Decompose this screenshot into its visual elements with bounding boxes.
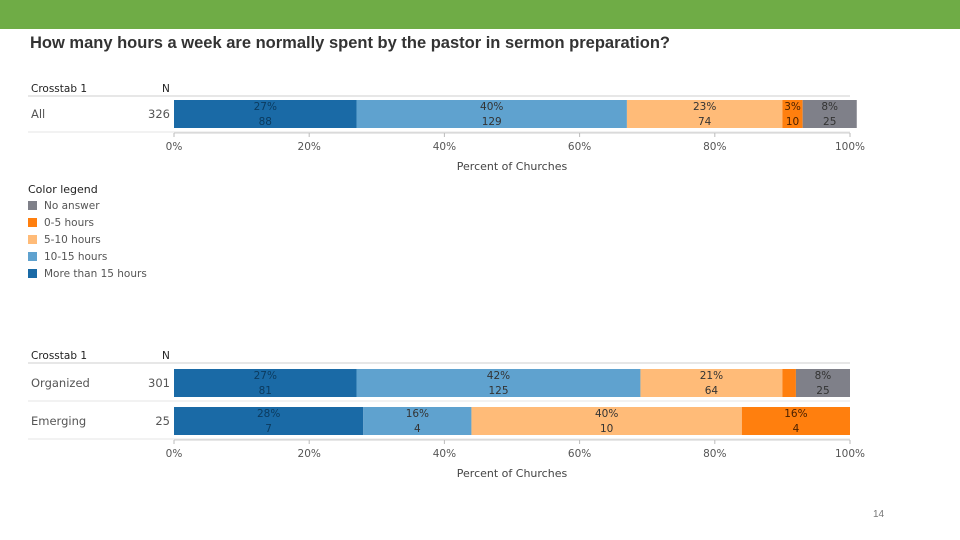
legend-swatch — [28, 235, 37, 244]
bar-segment-no-answer[interactable] — [802, 100, 857, 128]
segment-percent-label: 16% — [406, 408, 429, 420]
segment-percent-label: 16% — [784, 408, 807, 420]
row-label: Emerging — [31, 414, 86, 428]
bar-segment-more-than-15-hours[interactable] — [174, 407, 364, 435]
x-axis-title: Percent of Churches — [457, 160, 568, 173]
segment-percent-label: 23% — [693, 101, 716, 113]
segment-percent-label: 28% — [257, 408, 280, 420]
row-label: All — [31, 107, 45, 121]
segment-percent-label: 42% — [487, 370, 510, 382]
bar-segment-0-5-hours[interactable] — [741, 407, 850, 435]
row-n: 25 — [155, 414, 170, 428]
n-header: N — [162, 350, 170, 362]
x-tick-label: 0% — [166, 141, 183, 153]
legend-item-0-5-hours[interactable]: 0-5 hours — [28, 215, 147, 232]
segment-count-label: 64 — [705, 385, 719, 397]
segment-count-label: 125 — [488, 385, 508, 397]
bar-segment-more-than-15-hours[interactable] — [174, 100, 357, 128]
bar-segment-5-10-hours[interactable] — [471, 407, 742, 435]
segment-percent-label: 8% — [815, 370, 832, 382]
legend-swatch — [28, 269, 37, 278]
segment-count-label: 4 — [793, 423, 800, 435]
x-tick-label: 80% — [703, 141, 726, 153]
x-tick-label: 100% — [835, 141, 865, 153]
legend-label: No answer — [44, 200, 100, 212]
top-accent-bar — [0, 0, 960, 29]
color-legend: Color legend No answer 0-5 hours 5-10 ho… — [28, 183, 147, 283]
bar-segment-5-10-hours[interactable] — [640, 369, 783, 397]
segment-percent-label: 8% — [821, 101, 838, 113]
bar-segment-0-5-hours[interactable] — [782, 369, 796, 397]
bar-segment-10-15-hours[interactable] — [363, 407, 472, 435]
segment-percent-label: 27% — [254, 101, 277, 113]
bar-segment-more-than-15-hours[interactable] — [174, 369, 357, 397]
n-header: N — [162, 83, 170, 95]
legend-item-no-answer[interactable]: No answer — [28, 198, 147, 215]
segment-percent-label: 27% — [254, 370, 277, 382]
row-label: Organized — [31, 376, 90, 390]
segment-count-label: 4 — [414, 423, 421, 435]
x-tick-label: 40% — [433, 448, 456, 460]
segment-percent-label: 3% — [784, 101, 801, 113]
segment-count-label: 129 — [482, 116, 502, 128]
x-tick-label: 80% — [703, 448, 726, 460]
bar-segment-10-15-hours[interactable] — [356, 369, 641, 397]
row-header: Crosstab 1 — [31, 350, 87, 362]
segment-count-label: 74 — [698, 116, 712, 128]
legend-swatch — [28, 252, 37, 261]
x-tick-label: 20% — [298, 141, 321, 153]
x-tick-label: 60% — [568, 141, 591, 153]
x-tick-label: 60% — [568, 448, 591, 460]
bar-segment-no-answer[interactable] — [795, 369, 850, 397]
segment-count-label: 81 — [259, 385, 272, 397]
segment-count-label: 7 — [265, 423, 272, 435]
segment-count-label: 25 — [816, 385, 829, 397]
x-tick-label: 40% — [433, 141, 456, 153]
legend-swatch — [28, 218, 37, 227]
page-number: 14 — [873, 509, 885, 520]
crosstab-chart-1 — [28, 95, 857, 137]
legend-item-more-than-15-hours[interactable]: More than 15 hours — [28, 266, 147, 283]
x-axis-title: Percent of Churches — [457, 467, 568, 480]
x-tick-label: 100% — [835, 448, 865, 460]
segment-count-label: 10 — [786, 116, 799, 128]
segment-count-label: 10 — [600, 423, 613, 435]
crosstab-chart-2 — [28, 362, 851, 444]
legend-title: Color legend — [28, 183, 98, 196]
segment-count-label: 88 — [259, 116, 272, 128]
legend-label: More than 15 hours — [44, 268, 147, 280]
legend-label: 10-15 hours — [44, 251, 108, 263]
row-n: 301 — [148, 376, 170, 390]
row-header: Crosstab 1 — [31, 83, 87, 95]
segment-percent-label: 40% — [480, 101, 503, 113]
segment-percent-label: 40% — [595, 408, 618, 420]
page-title: How many hours a week are normally spent… — [30, 34, 670, 52]
x-tick-label: 20% — [298, 448, 321, 460]
segment-percent-label: 21% — [700, 370, 723, 382]
legend-label: 5-10 hours — [44, 234, 101, 246]
bar-segment-10-15-hours[interactable] — [356, 100, 627, 128]
bar-segment-0-5-hours[interactable] — [782, 100, 803, 128]
x-tick-label: 0% — [166, 448, 183, 460]
legend-item-5-10-hours[interactable]: 5-10 hours — [28, 232, 147, 249]
bar-segment-5-10-hours[interactable] — [626, 100, 783, 128]
legend-label: 0-5 hours — [44, 217, 95, 229]
legend-swatch — [28, 201, 37, 210]
legend-item-10-15-hours[interactable]: 10-15 hours — [28, 249, 147, 266]
row-n: 326 — [148, 107, 170, 121]
segment-count-label: 25 — [823, 116, 836, 128]
